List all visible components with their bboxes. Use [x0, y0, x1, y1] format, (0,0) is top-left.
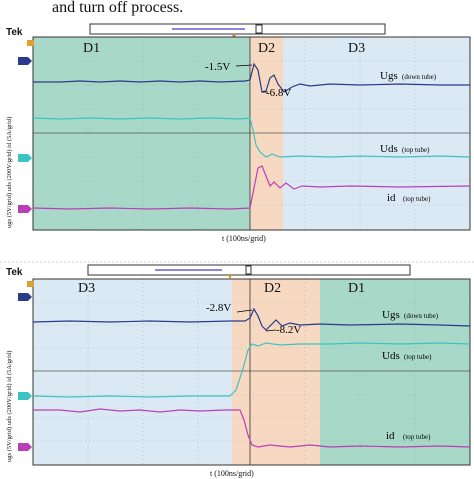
- top-tek-label: Tek: [6, 27, 23, 38]
- bottom-xlabel: t (100ns/grid): [210, 469, 254, 478]
- header-text: and turn off process.: [52, 0, 183, 16]
- top-region-label-d1: D1: [83, 41, 100, 56]
- bottom-oscilloscope-panel: Tek D3 D2 D1 -2.8V -8.2V: [6, 264, 471, 478]
- top-ch-marker-ref: [27, 40, 34, 46]
- top-oscilloscope-panel: Tek D1 D2 D3: [6, 23, 471, 243]
- top-region-d3: [283, 37, 470, 230]
- bottom-ch2-marker: [18, 392, 32, 400]
- top-trace-id: [32, 165, 471, 210]
- top-annotation-2: -6.8V: [266, 87, 291, 99]
- bottom-series-note-uds: (top tube): [404, 353, 432, 361]
- top-trigger-marker: [255, 24, 263, 34]
- bottom-region-label-d2: D2: [264, 281, 281, 296]
- bottom-trigger-arrow: [228, 275, 232, 279]
- top-grid: [33, 37, 470, 230]
- bottom-tek-label: Tek: [6, 267, 23, 278]
- bottom-annotation-2: -8.2V: [276, 324, 301, 336]
- top-region-d2: [250, 37, 283, 230]
- bottom-region-d3: [33, 279, 232, 465]
- top-trace-ugs: [33, 62, 470, 93]
- bottom-region-label-d3: D3: [78, 281, 95, 296]
- bottom-plot-frame: [32, 278, 471, 466]
- top-series-note-ugs: (down tube): [402, 73, 437, 81]
- bottom-series-note-ugs: (down tube): [404, 312, 439, 320]
- bottom-trigger-marker: [245, 265, 252, 275]
- bottom-region-d1: [320, 279, 470, 465]
- top-series-label-ugs: Ugs: [380, 70, 398, 82]
- top-ch1-marker: [18, 57, 32, 65]
- top-series-label-uds: Uds: [380, 143, 398, 155]
- bottom-annotation-1-leader: [236, 309, 253, 313]
- bottom-ylabel: ugs (5V/grid) uds (200V/grid) id (5A/gri…: [6, 351, 13, 462]
- bottom-ch3-marker: [18, 443, 32, 451]
- top-region-d1: [33, 37, 250, 230]
- bottom-grid: [33, 279, 470, 465]
- top-series-note-uds: (top tube): [402, 146, 430, 154]
- top-series-note-id: (top tube): [403, 195, 431, 203]
- top-trace-uds: [32, 117, 471, 158]
- top-ylabel: ugs (5V/grid) uds (200V/grid) id (5A/gri…: [6, 117, 13, 228]
- bottom-annotation-1: -2.8V: [206, 302, 231, 314]
- top-xlabel: t (100ns/grid): [222, 234, 266, 243]
- top-series-label-id: id: [387, 192, 396, 204]
- top-region-label-d2: D2: [258, 41, 275, 56]
- bottom-region-label-d1: D1: [348, 281, 365, 296]
- bottom-annotation-2-leader: [265, 329, 277, 332]
- top-plot-frame: [32, 36, 471, 231]
- top-ch2-marker: [18, 154, 32, 162]
- bottom-ch-marker-ref: [27, 281, 34, 287]
- top-ch3-marker: [18, 205, 32, 213]
- bottom-trace-id: [33, 408, 471, 448]
- top-annotation-1: -1.5V: [205, 61, 230, 73]
- bottom-series-label-ugs: Ugs: [382, 309, 400, 321]
- bottom-ch1-marker: [18, 293, 32, 301]
- bottom-trace-uds: [32, 342, 471, 398]
- top-annotation-1-leader: [235, 64, 253, 67]
- top-region-label-d3: D3: [348, 41, 365, 56]
- bottom-series-label-uds: Uds: [382, 350, 400, 362]
- bottom-series-label-id: id: [386, 430, 395, 442]
- bottom-region-d2: [232, 279, 320, 465]
- bottom-trace-ugs: [32, 307, 471, 331]
- bottom-series-note-id: (top tube): [403, 433, 431, 441]
